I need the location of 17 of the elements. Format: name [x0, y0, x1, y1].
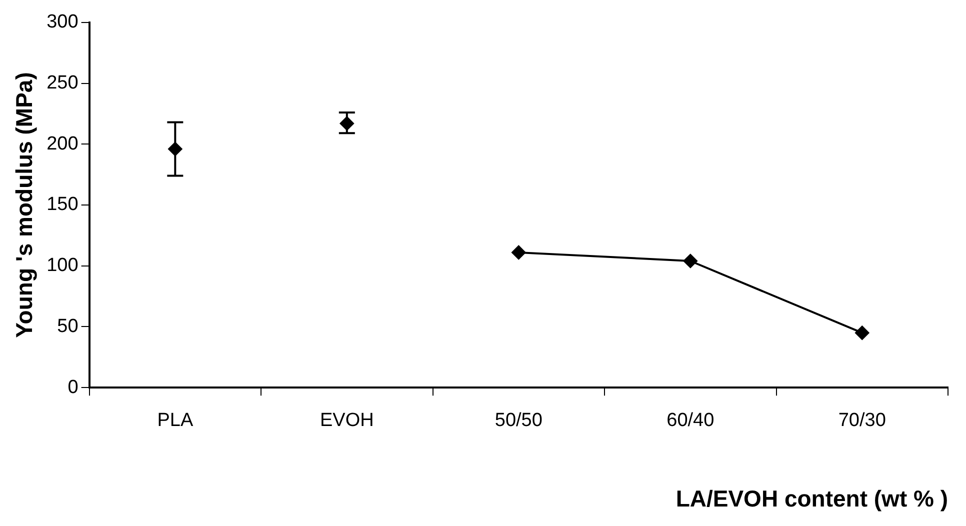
x-tick-label: 60/40 [666, 410, 714, 432]
y-tick-label: 300 [46, 12, 78, 33]
y-tick-label: 100 [46, 255, 78, 276]
y-tick-label: 50 [57, 316, 78, 337]
y-axis-title: Young 's modulus (MPa) [11, 72, 38, 338]
x-tick-label: 70/30 [838, 410, 886, 432]
point [855, 326, 870, 340]
y-tick-label: 200 [46, 133, 78, 154]
point [683, 254, 698, 268]
x-tick-label: 50/50 [494, 410, 542, 432]
x-axis-title: LA/EVOH content (wt % ) [676, 486, 948, 512]
y-tick-label: 250 [46, 72, 78, 94]
y-tick-label: 150 [46, 194, 78, 216]
y-tick-label: 0 [68, 376, 78, 398]
x-tick-label: EVOH [320, 410, 374, 432]
x-tick-label: PLA [157, 410, 194, 432]
point [512, 245, 526, 260]
